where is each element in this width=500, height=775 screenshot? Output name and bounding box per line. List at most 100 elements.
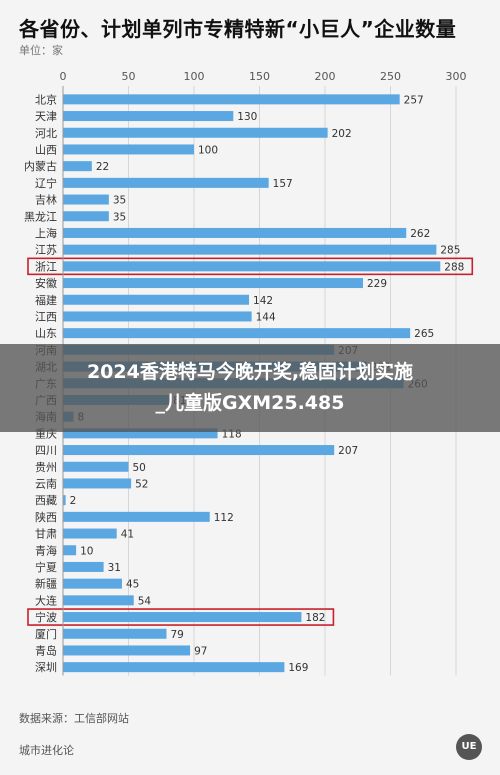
bar: [63, 528, 117, 539]
bar: [63, 227, 407, 238]
value-label: 202: [332, 128, 352, 140]
chart-title: 各省份、计划单列市专精特新“小巨人”企业数量: [19, 17, 457, 41]
value-label: 262: [410, 228, 430, 240]
category-label: 青海: [35, 543, 57, 557]
bar: [63, 428, 218, 439]
category-label: 北京: [35, 92, 57, 106]
bar: [63, 177, 269, 188]
bar: [63, 662, 285, 673]
value-label: 54: [138, 595, 152, 607]
category-label: 厦门: [35, 627, 57, 641]
bar: [63, 545, 77, 556]
value-label: 35: [113, 211, 126, 223]
category-label: 山西: [35, 143, 57, 156]
category-label: 深圳: [35, 661, 57, 674]
value-label: 288: [444, 261, 464, 273]
category-label: 新疆: [35, 577, 57, 591]
category-label: 贵州: [35, 461, 57, 474]
value-label: 182: [305, 612, 325, 624]
category-label: 大连: [35, 593, 57, 607]
category-label: 上海: [35, 226, 57, 240]
category-label: 辽宁: [35, 176, 57, 190]
bar: [63, 261, 441, 272]
category-label: 四川: [35, 444, 57, 457]
category-label: 宁波: [35, 610, 57, 624]
category-label: 吉林: [35, 193, 57, 207]
bar: [63, 511, 210, 522]
brand-name: 城市进化论: [19, 744, 74, 757]
highlight-box: [27, 608, 335, 626]
unit-label: 单位：家: [19, 44, 63, 57]
category-label: 山东: [35, 327, 57, 340]
overlay-banner-text: 2024香港特马今晚开奖,稳固计划实施 _儿童版GXM25.485: [86, 361, 414, 414]
value-label: 207: [338, 445, 358, 457]
bar: [63, 244, 437, 255]
value-label: 112: [214, 512, 234, 524]
value-label: 45: [126, 579, 139, 591]
bar: [63, 445, 335, 456]
bar: [63, 311, 252, 322]
x-tick-label: 300: [446, 70, 467, 83]
bar: [63, 161, 92, 172]
bar: [63, 628, 167, 639]
category-label: 黑龙江: [24, 210, 57, 223]
value-label: 41: [121, 529, 134, 541]
x-tick-label: 0: [60, 70, 67, 83]
value-label: 31: [108, 562, 121, 574]
bar: [63, 495, 66, 506]
category-label: 河北: [35, 127, 57, 140]
bar: [63, 127, 328, 138]
bar: [63, 595, 134, 606]
value-label: 157: [273, 178, 293, 190]
category-label: 天津: [35, 110, 57, 123]
category-label: 浙江: [35, 260, 57, 273]
category-label: 陕西: [35, 510, 57, 524]
bar: [63, 612, 302, 623]
value-label: 10: [80, 545, 93, 557]
bar: [63, 278, 363, 289]
x-tick-label: 200: [315, 70, 336, 83]
value-label: 229: [367, 278, 387, 290]
bar: [63, 111, 234, 122]
value-label: 79: [170, 629, 183, 641]
category-label: 西藏: [35, 494, 57, 507]
category-label: 云南: [35, 477, 57, 490]
category-label: 甘肃: [35, 528, 57, 541]
value-label: 142: [253, 295, 273, 307]
value-label: 130: [237, 111, 257, 123]
category-label: 江西: [35, 310, 57, 323]
highlight-box: [27, 257, 474, 276]
bar: [63, 578, 122, 589]
x-tick-label: 150: [249, 70, 270, 83]
category-label: 宁夏: [35, 560, 57, 574]
category-label: 江苏: [35, 244, 57, 257]
value-label: 144: [256, 311, 276, 323]
value-label: 97: [194, 645, 207, 657]
bar: [63, 328, 411, 339]
value-label: 100: [198, 144, 218, 156]
value-label: 35: [113, 195, 126, 207]
bar: [63, 144, 194, 155]
data-source: 数据来源：工信部网站: [19, 712, 129, 725]
bar: [63, 461, 129, 472]
bar: [63, 294, 250, 305]
bar: [63, 645, 191, 656]
value-label: 2: [70, 495, 77, 507]
value-label: 257: [404, 94, 424, 106]
brand-logo: UE: [456, 734, 482, 760]
category-label: 青岛: [35, 643, 57, 657]
value-label: 22: [96, 161, 109, 173]
category-label: 福建: [35, 293, 57, 307]
bar: [63, 94, 400, 105]
bar: [63, 561, 104, 572]
overlay-banner: [0, 344, 500, 432]
value-label: 169: [288, 662, 308, 674]
value-label: 52: [135, 478, 148, 490]
bar: [63, 478, 132, 489]
value-label: 50: [133, 462, 146, 474]
value-label: 265: [414, 328, 434, 340]
x-tick-label: 50: [122, 70, 136, 83]
category-label: 安徽: [35, 276, 57, 290]
x-tick-label: 250: [380, 70, 401, 83]
bar: [63, 194, 109, 205]
